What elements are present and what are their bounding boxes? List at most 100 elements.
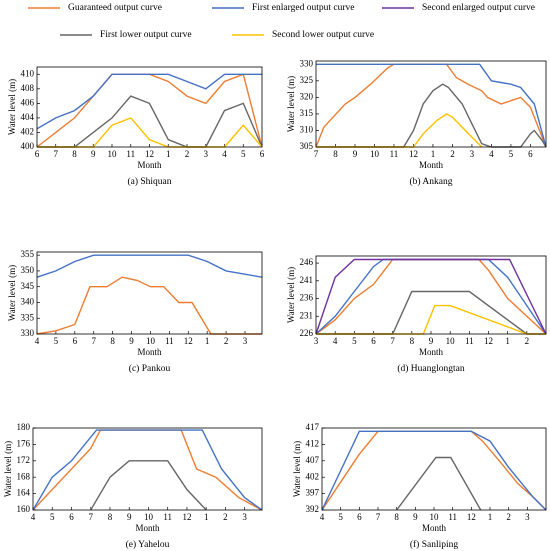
y-tick-label: 392 bbox=[306, 504, 320, 514]
x-tick-label: 2 bbox=[223, 512, 228, 522]
x-tick-label: 10 bbox=[446, 336, 456, 346]
y-tick-label: 172 bbox=[17, 455, 31, 465]
x-tick-label: 2 bbox=[450, 149, 455, 159]
series-line bbox=[315, 63, 547, 148]
x-tick-label: 4 bbox=[333, 336, 338, 346]
x-tick-label: 9 bbox=[127, 512, 132, 522]
y-tick-label: 246 bbox=[300, 257, 314, 267]
x-tick-label: 7 bbox=[390, 336, 395, 346]
x-tick-label: 11 bbox=[448, 512, 457, 522]
series-line bbox=[316, 304, 546, 335]
x-tick-label: 7 bbox=[376, 512, 381, 522]
y-tick-label: 315 bbox=[300, 108, 314, 118]
y-axis-label: Water level (m) bbox=[3, 441, 13, 497]
x-tick-label: 7 bbox=[314, 149, 319, 159]
y-tick-label: 325 bbox=[300, 75, 314, 85]
legend-label: First enlarged output curve bbox=[252, 3, 354, 13]
series-line bbox=[90, 460, 207, 511]
x-tick-label: 8 bbox=[72, 149, 77, 159]
y-tick-label: 345 bbox=[21, 281, 35, 291]
x-tick-label: 8 bbox=[394, 512, 399, 522]
x-tick-label: 3 bbox=[470, 149, 475, 159]
caption: (a) Shiquan bbox=[127, 176, 171, 187]
y-tick-label: 407 bbox=[306, 455, 320, 465]
x-tick-label: 2 bbox=[525, 336, 530, 346]
y-tick-label: 408 bbox=[21, 83, 35, 93]
y-axis-label: Water level (m) bbox=[7, 265, 17, 321]
series-line bbox=[316, 83, 547, 148]
x-axis-label: Month bbox=[422, 523, 447, 533]
x-tick-label: 7 bbox=[54, 149, 59, 159]
y-tick-label: 402 bbox=[21, 127, 35, 137]
series-line bbox=[316, 113, 483, 148]
y-tick-label: 180 bbox=[17, 422, 31, 432]
x-tick-label: 12 bbox=[184, 336, 193, 346]
x-tick-label: 5 bbox=[54, 336, 59, 346]
y-axis-label: Water level (m) bbox=[7, 79, 17, 135]
x-tick-label: 8 bbox=[108, 512, 113, 522]
plot-frame bbox=[315, 255, 547, 335]
y-tick-label: 335 bbox=[21, 312, 35, 322]
y-tick-label: 410 bbox=[21, 68, 35, 78]
x-tick-label: 5 bbox=[50, 512, 55, 522]
x-tick-label: 6 bbox=[35, 149, 40, 159]
x-tick-label: 8 bbox=[410, 336, 415, 346]
series-line bbox=[321, 430, 547, 511]
x-tick-label: 12 bbox=[182, 512, 191, 522]
x-axis-label: Month bbox=[137, 160, 162, 170]
y-tick-label: 340 bbox=[21, 297, 35, 307]
x-tick-label: 11 bbox=[163, 512, 172, 522]
series-line bbox=[321, 430, 547, 511]
y-tick-label: 400 bbox=[21, 141, 35, 151]
y-tick-label: 350 bbox=[21, 265, 35, 275]
x-axis-label: Month bbox=[419, 347, 444, 357]
x-tick-label: 7 bbox=[88, 512, 93, 522]
x-tick-label: 1 bbox=[488, 512, 493, 522]
y-tick-label: 402 bbox=[306, 471, 320, 481]
y-tick-label: 305 bbox=[300, 141, 314, 151]
series-line bbox=[36, 276, 262, 335]
x-tick-label: 6 bbox=[357, 512, 362, 522]
y-tick-label: 417 bbox=[306, 422, 320, 432]
series-line bbox=[315, 258, 547, 335]
x-tick-label: 11 bbox=[165, 336, 174, 346]
x-tick-label: 11 bbox=[390, 149, 399, 159]
x-tick-label: 5 bbox=[241, 149, 246, 159]
x-tick-label: 3 bbox=[243, 336, 248, 346]
x-tick-label: 10 bbox=[370, 149, 380, 159]
x-tick-label: 6 bbox=[260, 149, 265, 159]
x-axis-label: Month bbox=[135, 523, 160, 533]
y-tick-label: 310 bbox=[300, 125, 314, 135]
plot-frame bbox=[32, 427, 263, 511]
series-line bbox=[36, 73, 263, 148]
x-tick-label: 10 bbox=[430, 512, 440, 522]
plot-frame bbox=[36, 251, 263, 335]
y-axis-label: Water level (m) bbox=[286, 267, 296, 323]
series-line bbox=[316, 63, 547, 148]
series-line bbox=[315, 258, 547, 335]
caption: (c) Pankou bbox=[129, 363, 171, 374]
legend-label: Second enlarged output curve bbox=[422, 3, 535, 13]
caption: (e) Yahelou bbox=[126, 539, 170, 550]
x-tick-label: 4 bbox=[489, 149, 494, 159]
x-tick-label: 9 bbox=[429, 336, 434, 346]
plot-frame bbox=[315, 60, 547, 148]
x-tick-label: 10 bbox=[144, 512, 154, 522]
y-tick-label: 164 bbox=[17, 488, 31, 498]
series-line bbox=[36, 73, 262, 130]
x-tick-label: 2 bbox=[506, 512, 511, 522]
y-tick-label: 397 bbox=[306, 488, 320, 498]
y-tick-label: 406 bbox=[21, 97, 35, 107]
y-tick-label: 168 bbox=[17, 471, 31, 481]
y-tick-label: 241 bbox=[300, 275, 314, 285]
x-tick-label: 12 bbox=[145, 149, 154, 159]
x-axis-label: Month bbox=[137, 347, 162, 357]
x-tick-label: 3 bbox=[242, 512, 247, 522]
y-tick-label: 355 bbox=[21, 249, 35, 259]
x-tick-label: 10 bbox=[108, 149, 118, 159]
x-tick-label: 9 bbox=[353, 149, 358, 159]
series-line bbox=[37, 117, 263, 148]
x-tick-label: 6 bbox=[73, 336, 78, 346]
series-line bbox=[37, 95, 263, 148]
